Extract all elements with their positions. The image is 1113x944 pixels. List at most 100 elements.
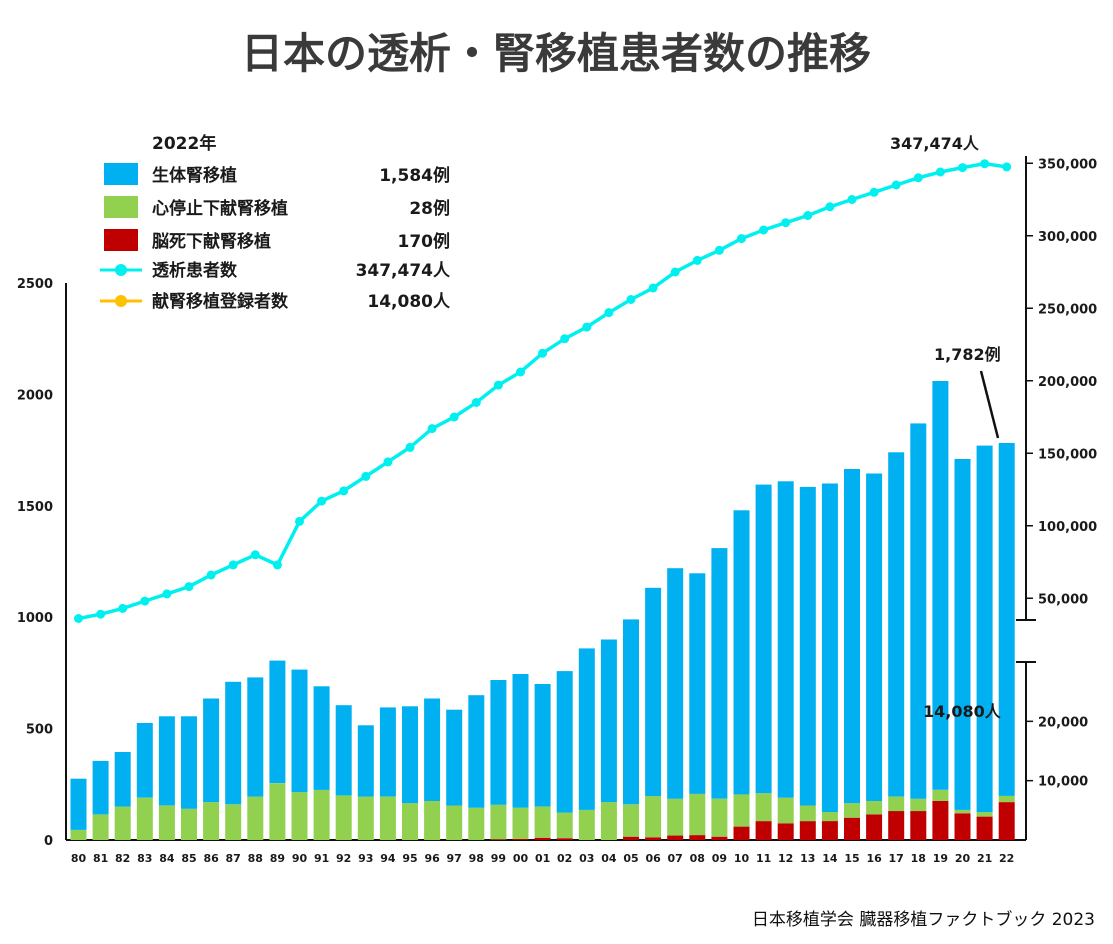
right-tick-label: 300,000 (1038, 230, 1097, 245)
bar-segment (976, 812, 993, 817)
bar-segment (689, 835, 706, 840)
bar-segment (291, 792, 308, 840)
bar-segment (910, 423, 927, 799)
x-tick-label: 19 (933, 852, 948, 865)
bar-segment (888, 796, 905, 812)
bar-segment (490, 839, 507, 840)
legend-value-dcd: 28例 (409, 198, 450, 219)
bar-segment (755, 484, 772, 794)
dialysis-point (538, 348, 548, 358)
dialysis-point (891, 180, 901, 190)
bar-segment (534, 837, 551, 840)
bar-segment (689, 573, 706, 794)
x-tick-label: 04 (601, 852, 617, 865)
dialysis-point (759, 225, 769, 235)
bar-segment (446, 805, 463, 840)
bar-segment (158, 716, 175, 806)
dialysis-point (405, 442, 415, 452)
right-tick-label: 250,000 (1038, 302, 1097, 317)
legend-value-dialysis: 347,474人 (356, 261, 451, 281)
left-tick-label: 0 (44, 834, 53, 849)
bar-segment (136, 723, 153, 798)
bar-segment (357, 725, 374, 797)
bar-segment (799, 805, 816, 822)
bar-segment (203, 802, 220, 840)
dialysis-point (118, 603, 128, 613)
bar-segment (114, 752, 131, 807)
bar-segment (733, 510, 750, 795)
bar-segment (645, 796, 662, 838)
bar-segment (247, 796, 264, 840)
bar-segment (711, 548, 728, 799)
bar-segment (158, 805, 175, 840)
legend-value-dbd: 170例 (398, 231, 451, 252)
x-tick-label: 82 (115, 852, 130, 865)
left-tick-label: 1000 (17, 611, 53, 626)
bar-segment (844, 817, 860, 840)
bar-segment (910, 811, 927, 840)
bar-segment (379, 796, 396, 840)
dialysis-point (184, 582, 194, 592)
dialysis-point (958, 163, 967, 173)
bar-segment (578, 809, 595, 840)
bar-segment (623, 836, 639, 840)
x-tick-label: 16 (866, 852, 882, 865)
bar-segment (92, 814, 109, 840)
bar-segment (468, 695, 485, 808)
right-tick-label: 200,000 (1038, 375, 1097, 390)
x-tick-label: 11 (756, 852, 771, 865)
dialysis-point (714, 245, 724, 255)
dialysis-point (670, 267, 680, 277)
bar-segment (689, 793, 706, 836)
right-tick-label: 100,000 (1038, 520, 1097, 535)
bar-segment (954, 459, 971, 810)
bar-segment (667, 798, 684, 836)
x-axis-ticks: 80 81 82 83 84 85 86 87 88 89 90 91 92 93 94 95 96 97 98 99… (71, 852, 1015, 865)
bar-segment (225, 681, 242, 805)
bar-segment (998, 802, 1015, 840)
bar-segment (932, 801, 949, 840)
bar-segment (733, 794, 750, 827)
legend-swatch-dcd (104, 196, 138, 218)
bar-segment (888, 811, 905, 840)
x-tick-label: 86 (203, 852, 219, 865)
x-tick-label: 05 (623, 852, 638, 865)
dialysis-point (1002, 162, 1012, 172)
bar-segment (225, 804, 242, 840)
dialysis-point (626, 295, 636, 304)
dialysis-point (980, 159, 990, 169)
x-tick-label: 22 (999, 852, 1014, 865)
dialysis-point (206, 570, 216, 580)
left-tick-label: 2000 (17, 388, 53, 403)
bar-segment (976, 445, 993, 813)
x-tick-label: 09 (712, 852, 727, 865)
dialysis-point (449, 412, 459, 422)
x-tick-label: 02 (557, 852, 572, 865)
x-tick-label: 14 (822, 852, 838, 865)
annotation-total-pointer (979, 370, 1000, 439)
source-credit: 日本移植学会 臓器移植ファクトブック 2023 (752, 909, 1095, 930)
bar-segment (402, 706, 418, 804)
bar-segment (70, 830, 87, 840)
right-axis: 50,000 100,000 150,000 200,000 250,000 300,00… (1016, 156, 1097, 840)
bar-segment (512, 674, 529, 808)
dialysis-point (162, 589, 172, 599)
annotation-total-last: 1,782例 (934, 345, 1001, 364)
x-tick-label: 13 (800, 852, 815, 865)
dialysis-point (272, 560, 282, 570)
bar-segment (556, 838, 573, 840)
x-tick-label: 01 (535, 852, 550, 865)
bar-segment (136, 797, 153, 840)
x-tick-label: 08 (690, 852, 705, 865)
bar-segment (888, 452, 905, 797)
legend: 2022年 生体腎移植 1,584例 心停止下献腎移植 28例 脳死下献腎移植 … (100, 133, 451, 312)
bar-segment (777, 481, 794, 798)
x-tick-label: 07 (668, 852, 683, 865)
bar-segment (777, 823, 794, 840)
bar-segment (556, 671, 573, 813)
x-tick-label: 17 (889, 852, 904, 865)
bar-segment (70, 778, 87, 830)
bar-segment (379, 707, 396, 797)
dialysis-point (493, 380, 503, 390)
bar-segment (468, 807, 485, 840)
